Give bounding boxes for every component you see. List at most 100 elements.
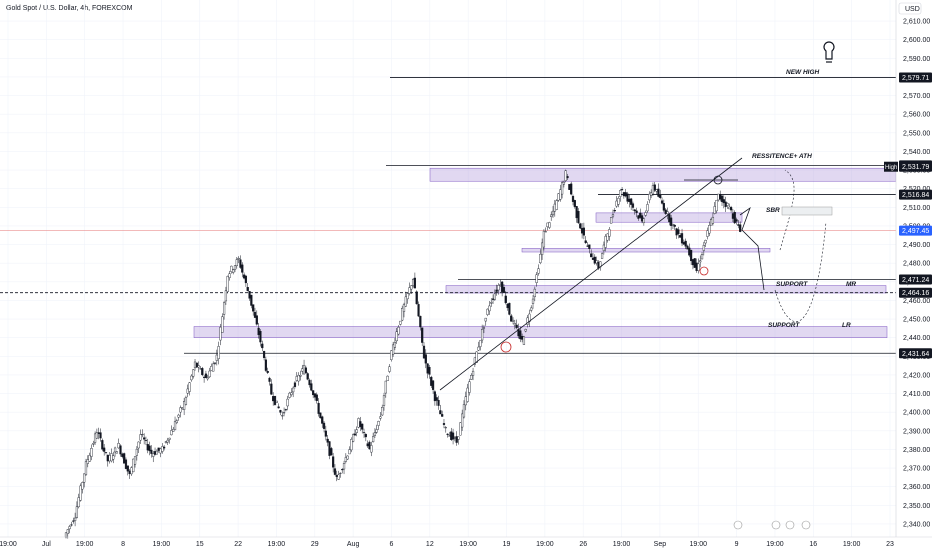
candle (328, 441, 331, 460)
candle (639, 208, 642, 219)
event-icons[interactable] (733, 520, 811, 530)
candle (620, 187, 624, 191)
candle (193, 359, 197, 371)
candle (362, 428, 366, 438)
candle (157, 447, 160, 453)
candle (79, 483, 82, 502)
candle (113, 446, 117, 457)
candle (133, 456, 137, 468)
candle (168, 437, 171, 444)
candle (501, 281, 504, 297)
svg-text:2,471.24: 2,471.24 (902, 277, 929, 284)
x-tick-label: 19:00 (268, 541, 286, 548)
candle (633, 208, 636, 215)
lightning-icon (733, 520, 743, 530)
candle (526, 315, 529, 328)
candle (666, 207, 669, 220)
candle (119, 444, 122, 457)
candle (164, 441, 168, 444)
candle (86, 455, 89, 468)
candle (172, 426, 175, 432)
price-tags: 2,532.522,531.79High2,516.842,497.452,57… (884, 72, 932, 359)
candle (528, 309, 531, 328)
candle (486, 308, 489, 317)
price-tag: 2,516.84 (899, 189, 932, 200)
candle (364, 433, 367, 442)
candle (564, 169, 567, 183)
candle (204, 370, 208, 379)
candle (239, 255, 242, 269)
candle (284, 408, 287, 412)
candle (590, 249, 593, 258)
candle (606, 233, 609, 243)
y-tick-label: 2,570.00 (903, 93, 930, 100)
candle (600, 252, 604, 259)
candle (72, 517, 75, 524)
zone-box (193, 326, 888, 338)
candle (530, 305, 533, 313)
y-tick-label: 2,550.00 (903, 130, 930, 137)
candle (413, 272, 417, 289)
candle (332, 452, 335, 473)
candle (153, 447, 157, 456)
currency-button[interactable]: USD (898, 2, 922, 15)
candle (706, 227, 709, 240)
candle (566, 173, 569, 181)
candle (253, 307, 257, 319)
candle (293, 381, 297, 389)
candle (212, 361, 215, 372)
candle (729, 205, 733, 213)
price-tag: 2,579.71 (899, 72, 932, 83)
candle (651, 182, 655, 197)
candle (410, 285, 413, 294)
candle (313, 393, 317, 401)
candle (490, 298, 493, 307)
x-tick-label: 8 (121, 541, 125, 548)
price-tag: 2,431.64 (899, 348, 932, 359)
x-tick-label: 12 (426, 541, 434, 548)
y-tick-label: 2,490.00 (903, 242, 930, 249)
candle (335, 470, 338, 482)
price-tag: 2,471.24 (899, 274, 932, 285)
candle (282, 407, 286, 417)
candle (255, 310, 258, 326)
y-tick-label: 2,450.00 (903, 317, 930, 324)
candle (161, 443, 164, 454)
projection-path (739, 206, 765, 291)
candle (671, 223, 675, 230)
y-tick-label: 2,350.00 (903, 503, 930, 510)
candle (673, 224, 676, 230)
candle (179, 405, 182, 418)
candle (488, 301, 491, 315)
flag-icon (771, 520, 781, 530)
candle (152, 450, 155, 463)
candle (470, 373, 473, 380)
candle (68, 524, 71, 534)
x-tick-label: 15 (196, 541, 204, 548)
candle (679, 233, 682, 238)
candle (415, 290, 418, 305)
candle (262, 350, 266, 361)
candle (321, 415, 324, 428)
candle (339, 472, 342, 478)
trend-line[interactable] (439, 157, 743, 391)
candle (635, 207, 638, 218)
candle (720, 195, 724, 207)
candle (297, 372, 300, 386)
candle (108, 452, 111, 464)
candle (541, 238, 544, 260)
candle (560, 180, 564, 199)
candle (722, 195, 725, 209)
candle (132, 458, 135, 473)
candle (626, 191, 629, 204)
candle (457, 436, 460, 445)
candle (397, 325, 400, 336)
candle (515, 319, 518, 330)
candle (372, 432, 375, 443)
candle (404, 291, 407, 307)
candle (653, 182, 656, 193)
candle (657, 183, 660, 198)
candle (426, 363, 429, 379)
label-new-high: NEW HIGH (786, 69, 820, 76)
